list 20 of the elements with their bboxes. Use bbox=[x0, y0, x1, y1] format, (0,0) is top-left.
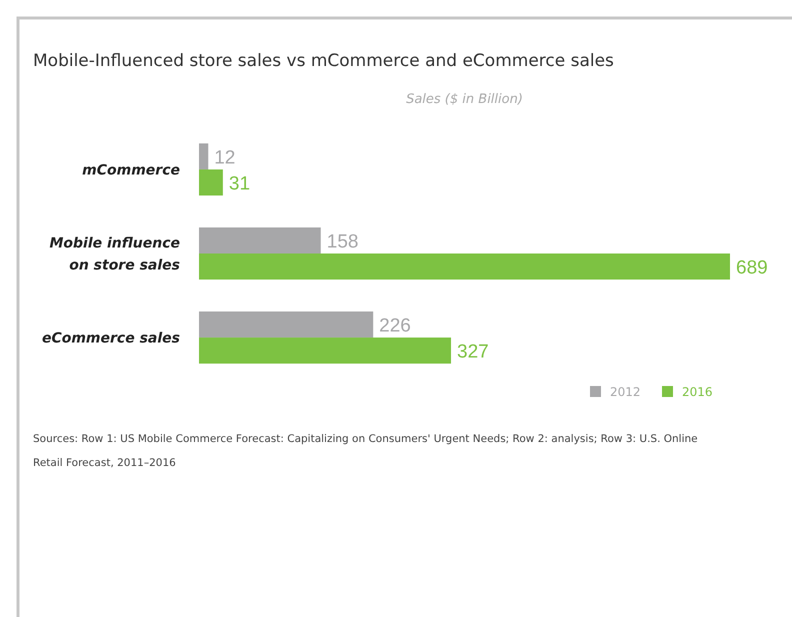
legend-label: 2012 bbox=[610, 385, 641, 399]
y-tick-label: eCommerce sales bbox=[42, 330, 180, 347]
bar bbox=[199, 169, 223, 196]
data-label: 689 bbox=[736, 258, 768, 279]
x-axis-title: Sales ($ in Billion) bbox=[406, 92, 523, 107]
data-label: 226 bbox=[379, 316, 411, 337]
legend-label: 2016 bbox=[682, 385, 713, 399]
source-note: Sources: Row 1: US Mobile Commerce Forecast: Capitalizing on Consumers' Urgent Needs; Row 2: analysis; Row 3: U.S. Online Retail Forecast, 2011–2016 bbox=[33, 433, 698, 469]
chart-title: Mobile-Influenced store sales vs mCommerce and eCommerce sales bbox=[33, 51, 614, 71]
bar bbox=[199, 338, 452, 364]
bar bbox=[199, 254, 730, 280]
y-tick-label: mCommerce bbox=[82, 162, 180, 178]
data-label: 31 bbox=[228, 173, 250, 194]
bar bbox=[199, 143, 208, 170]
data-label: 12 bbox=[214, 147, 236, 168]
bar bbox=[199, 311, 374, 338]
bar bbox=[199, 227, 321, 254]
data-label: 158 bbox=[326, 231, 358, 252]
data-label: 327 bbox=[457, 342, 489, 363]
y-tick-label: Mobile influence on store sales bbox=[49, 236, 180, 274]
